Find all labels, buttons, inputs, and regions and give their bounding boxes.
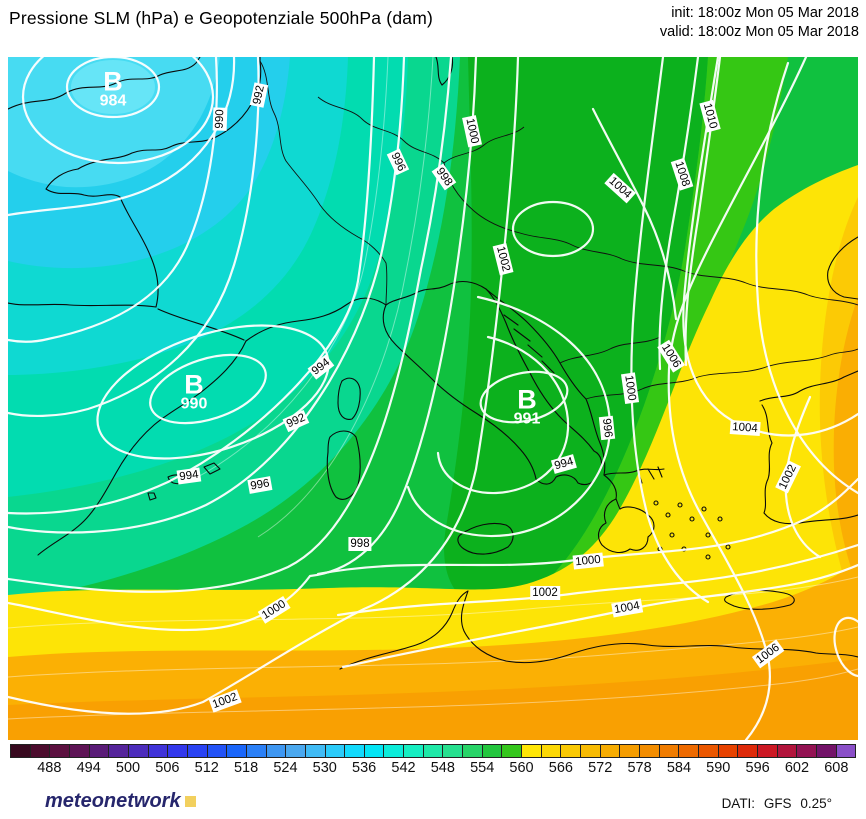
colorbar-segment [148, 745, 169, 757]
colorbar-segment [797, 745, 817, 757]
colorbar-segment [384, 745, 405, 757]
minor-contours [8, 57, 858, 720]
colorbar-tick: 524 [273, 760, 298, 776]
colorbar-segment [404, 745, 424, 757]
colorbar-tick: 566 [548, 760, 573, 776]
colorbar-segment [502, 745, 523, 757]
colorbar-segment [659, 745, 680, 757]
isobar-label: 1002 [530, 586, 560, 600]
logo-text-network: network [103, 790, 181, 812]
colorbar-tick: 596 [745, 760, 770, 776]
colorbar-segment [266, 745, 287, 757]
colorbar-segment [757, 745, 778, 757]
low-pressure-marker: B 990 [180, 369, 208, 413]
colorbar-segment [561, 745, 582, 757]
colorbar-tick: 602 [784, 760, 810, 776]
colorbar-segment [128, 745, 149, 757]
colorbar-tick: 572 [588, 760, 613, 776]
colorbar-segment [620, 745, 640, 757]
colorbar-segment [600, 745, 621, 757]
colorbar-segment [305, 745, 326, 757]
colorbar-segment [364, 745, 385, 757]
colorbar-segment [423, 745, 444, 757]
colorbar-segment [777, 745, 798, 757]
colorbar-segment [816, 745, 837, 757]
page-title: Pressione SLM (hPa) e Geopotenziale 500h… [9, 8, 433, 28]
init-time: init: 18:00z Mon 05 Mar 2018 [671, 5, 859, 21]
country-borders [259, 60, 858, 400]
colorbar-segment [698, 745, 719, 757]
colorbar-tick: 560 [509, 760, 534, 776]
colorbar-segment [738, 745, 758, 757]
meteonetwork-logo: meteonetwork [45, 790, 196, 813]
low-symbol: B [103, 66, 123, 97]
colorbar-segment [541, 745, 562, 757]
map-graphic [8, 57, 858, 740]
logo-yellow-square-icon [184, 796, 196, 807]
colorbar-segment [443, 745, 464, 757]
colorbar-segment [286, 745, 306, 757]
colorbar-tick: 578 [627, 760, 652, 776]
colorbar-tick: 506 [155, 760, 180, 776]
colorbar-segment [325, 745, 346, 757]
colorbar-tick: 518 [233, 760, 259, 776]
colorbar-segment [345, 745, 365, 757]
colorbar-segment [522, 745, 542, 757]
colorbar-tick: 590 [706, 760, 731, 776]
low-pressure-marker: B 991 [513, 384, 541, 428]
weather-map: 990 992 996 998 1000 1002 1004 1008 1010 994 992 99… [8, 57, 858, 740]
colorbar-tick: 488 [37, 760, 62, 776]
colorbar-tick: 536 [352, 760, 377, 776]
colorbar-segment [679, 745, 699, 757]
colorbar-tick-labels: 488 494 500 506 512 518 524 530 536 542 548 554 560 5… [10, 760, 856, 778]
colorbar-segment [69, 745, 90, 757]
colorbar-segment [207, 745, 228, 757]
colorbar-segment [836, 745, 856, 757]
data-source-label: DATI: GFS 0.25° [721, 796, 832, 811]
colorbar-segment [227, 745, 247, 757]
model-run-info: init: 18:00z Mon 05 Mar 2018 valid: 18:0… [660, 4, 859, 41]
colorbar-tick: 548 [430, 760, 455, 776]
colorbar-segment [50, 745, 70, 757]
logo-text-meteo: meteo [45, 790, 104, 812]
colorbar-tick: 512 [194, 760, 219, 776]
colorbar-segment [187, 745, 208, 757]
geopotential-colorbar [10, 744, 856, 758]
colorbar-segment [30, 745, 51, 757]
colorbar-segment [718, 745, 739, 757]
isobar-label: 996 [598, 415, 616, 441]
colorbar-segment [246, 745, 267, 757]
colorbar-tick: 608 [824, 760, 849, 776]
isobar-label: 998 [348, 537, 372, 551]
colorbar-segment [89, 745, 110, 757]
isobar-label: 1004 [729, 419, 761, 437]
colorbar-segment [11, 745, 31, 757]
low-value: 990 [180, 395, 208, 413]
isobar-label: 990 [212, 107, 228, 131]
colorbar-segment [482, 745, 503, 757]
low-pressure-marker: B 984 [99, 66, 127, 110]
colorbar-segment [168, 745, 188, 757]
colorbar-tick: 542 [391, 760, 416, 776]
colorbar-tick: 500 [115, 760, 141, 776]
low-symbol: B [184, 369, 204, 400]
colorbar-segment [640, 745, 660, 757]
colorbar-tick: 494 [76, 760, 101, 776]
colorbar-tick: 554 [470, 760, 495, 776]
low-value: 984 [99, 92, 127, 110]
valid-time: valid: 18:00z Mon 05 Mar 2018 [659, 23, 859, 40]
colorbar-segment [581, 745, 601, 757]
colorbar-tick: 530 [312, 760, 337, 776]
colorbar-tick: 584 [666, 760, 692, 776]
low-value: 991 [513, 410, 541, 428]
colorbar-segment [463, 745, 483, 757]
colorbar-segment [109, 745, 129, 757]
low-symbol: B [517, 384, 537, 415]
